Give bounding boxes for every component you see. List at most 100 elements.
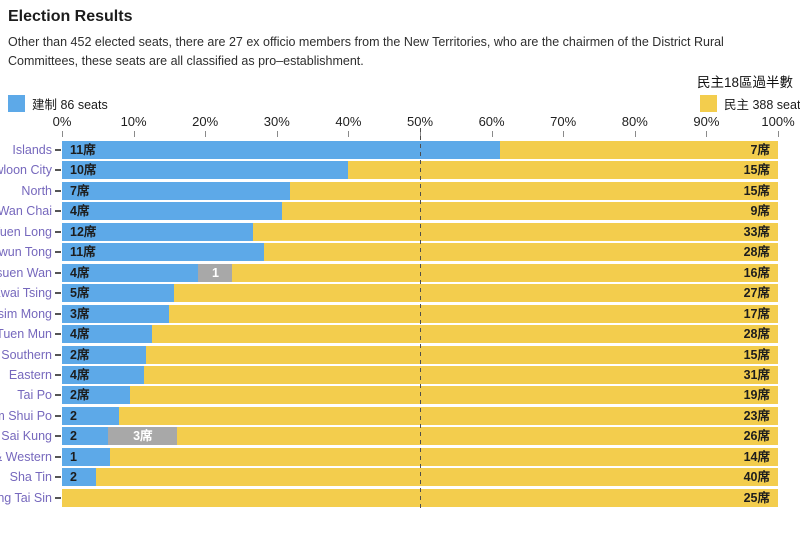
row-label-district: Eastern bbox=[8, 367, 52, 382]
stacked-bar: 12席 33席 bbox=[62, 222, 778, 241]
bar-segment-pro-democracy[interactable]: 33席 bbox=[252, 222, 778, 241]
bar-value-label: 4席 bbox=[70, 327, 90, 342]
axis-tick-label: 40% bbox=[335, 114, 362, 129]
stacked-bar: 3席 17席 bbox=[62, 304, 778, 323]
table-row: Wan Chai 4席 9席 bbox=[0, 202, 800, 221]
row-label-district: Southern bbox=[1, 347, 52, 362]
bar-segment-pro-establishment[interactable]: 7席 bbox=[62, 181, 290, 200]
axis-tick-mark bbox=[205, 131, 207, 137]
row-tick-dash bbox=[55, 496, 61, 499]
bar-segment-pro-democracy[interactable]: 16席 bbox=[232, 263, 778, 282]
bar-segment-pro-democracy[interactable]: 15席 bbox=[289, 181, 778, 200]
table-row: Islands 11席 7席 bbox=[0, 141, 800, 159]
axis-tick-mark bbox=[491, 131, 493, 137]
bar-segment-pro-establishment[interactable]: 10席 bbox=[62, 161, 349, 180]
bar-segment-pro-democracy[interactable]: 15席 bbox=[348, 161, 778, 180]
bar-segment-pro-democracy[interactable]: 15席 bbox=[146, 345, 778, 364]
bar-segment-pro-establishment[interactable]: 3席 bbox=[62, 304, 170, 323]
bar-value-label: 9席 bbox=[750, 204, 770, 219]
row-label-district: Kowloon City bbox=[0, 163, 52, 178]
row-label-clip: Kwun Tong bbox=[0, 243, 52, 261]
stacked-bar: 2 3席 26席 bbox=[62, 427, 778, 446]
table-row: Southern 2席 15席 bbox=[0, 345, 800, 364]
stacked-bar: 2席 19席 bbox=[62, 386, 778, 405]
axis-tick-mark bbox=[563, 131, 565, 137]
row-tick-dash bbox=[55, 271, 61, 274]
row-label-clip: Yau Tsim Mong bbox=[0, 305, 52, 323]
row-tick-dash bbox=[55, 149, 61, 151]
row-label-district: Wan Chai bbox=[0, 204, 52, 219]
row-label-district: Tai Po bbox=[17, 388, 52, 403]
row-label-clip: Sai Kung bbox=[0, 427, 52, 445]
bar-segment-pro-establishment[interactable]: 2席 bbox=[62, 345, 147, 364]
stacked-bar: 7席 15席 bbox=[62, 181, 778, 200]
bar-segment-pro-establishment[interactable]: 2席 bbox=[62, 386, 131, 405]
row-tick-dash bbox=[55, 333, 61, 336]
bar-segment-pro-democracy[interactable]: 31席 bbox=[143, 365, 778, 384]
bar-segment-pro-democracy[interactable]: 28席 bbox=[151, 325, 778, 344]
bar-value-label: 31席 bbox=[743, 367, 770, 382]
row-label-clip: Southern bbox=[0, 346, 52, 364]
bar-value-label: 2 bbox=[70, 470, 77, 485]
row-tick-dash bbox=[55, 435, 61, 438]
bar-segment-pro-establishment[interactable]: 4席 bbox=[62, 202, 283, 221]
bar-segment-pro-democracy[interactable]: 9席 bbox=[282, 202, 778, 221]
stacked-bar: 2 40席 bbox=[62, 468, 778, 487]
stacked-bar: 2 23席 bbox=[62, 406, 778, 425]
bar-segment-pro-democracy[interactable]: 40席 bbox=[96, 468, 778, 487]
bar-value-label: 5席 bbox=[70, 286, 90, 301]
bar-segment-pro-democracy[interactable]: 14席 bbox=[109, 447, 778, 466]
row-label-clip: Tai Po bbox=[0, 386, 52, 404]
bar-segment-others[interactable]: 1 bbox=[198, 263, 233, 282]
bar-segment-pro-establishment[interactable]: 11席 bbox=[62, 243, 264, 262]
bar-value-label: 27席 bbox=[743, 286, 770, 301]
bar-segment-pro-establishment[interactable]: 4席 bbox=[62, 263, 199, 282]
axis-tick-mark bbox=[133, 131, 135, 137]
bar-segment-pro-establishment[interactable]: 2 bbox=[62, 406, 120, 425]
bar-segment-pro-democracy[interactable]: 28席 bbox=[263, 243, 778, 262]
bar-segment-pro-democracy[interactable]: 7席 bbox=[499, 141, 778, 159]
bar-segment-others[interactable]: 3席 bbox=[108, 427, 178, 446]
table-row: Kwun Tong 11席 28席 bbox=[0, 243, 800, 262]
bar-value-label: 1 bbox=[70, 449, 77, 464]
bar-segment-pro-establishment[interactable]: 11席 bbox=[62, 141, 500, 159]
row-label-clip: Wan Chai bbox=[0, 202, 52, 220]
row-label-district: Yuen Long bbox=[0, 224, 52, 239]
row-label-clip: Eastern bbox=[0, 366, 52, 384]
bar-value-label: 28席 bbox=[743, 245, 770, 260]
bar-value-label: 7席 bbox=[70, 183, 90, 198]
axis-tick-label: 0% bbox=[52, 114, 72, 129]
row-tick-dash bbox=[55, 353, 61, 356]
row-label-clip: Wong Tai Sin bbox=[0, 489, 52, 507]
bar-segment-pro-democracy[interactable]: 23席 bbox=[119, 406, 778, 425]
axis-tick-label: 50% bbox=[406, 114, 434, 129]
table-row: Sai Kung 2 3席 26席 bbox=[0, 427, 800, 446]
bar-value-label: 3席 bbox=[70, 306, 90, 321]
bar-segment-pro-establishment[interactable]: 1 bbox=[62, 447, 110, 466]
bar-segment-pro-establishment[interactable]: 5席 bbox=[62, 284, 174, 303]
table-row: Tai Po 2席 19席 bbox=[0, 386, 800, 405]
axis-tick-label: 20% bbox=[192, 114, 219, 129]
bar-segment-pro-establishment[interactable]: 12席 bbox=[62, 222, 253, 241]
table-row: Kwai Tsing 5席 27席 bbox=[0, 284, 800, 303]
row-tick-dash bbox=[55, 230, 61, 233]
bar-segment-pro-democracy[interactable]: 26席 bbox=[177, 427, 778, 446]
stacked-bar: 2席 15席 bbox=[62, 345, 778, 364]
stacked-bar: 1 14席 bbox=[62, 447, 778, 466]
row-label-district: Wong Tai Sin bbox=[0, 490, 52, 505]
bar-segment-pro-democracy[interactable]: 27席 bbox=[173, 284, 778, 303]
bar-segment-pro-democracy[interactable]: 19席 bbox=[130, 386, 778, 405]
row-tick-dash bbox=[55, 312, 61, 315]
bar-segment-pro-establishment[interactable]: 2 bbox=[62, 468, 97, 487]
row-tick-dash bbox=[55, 169, 61, 172]
bar-segment-pro-establishment[interactable]: 2 bbox=[62, 427, 109, 446]
bar-segment-pro-establishment[interactable]: 4席 bbox=[62, 325, 152, 344]
legend-pro-establishment: 建制 86 seats bbox=[8, 94, 108, 112]
bar-segment-pro-establishment[interactable]: 4席 bbox=[62, 365, 144, 384]
bar-value-label: 40席 bbox=[743, 470, 770, 485]
bar-value-label: 2 bbox=[70, 429, 77, 444]
row-label-clip: Yuen Long bbox=[0, 223, 52, 241]
bar-segment-pro-democracy[interactable]: 17席 bbox=[169, 304, 778, 323]
bar-value-label: 17席 bbox=[743, 306, 770, 321]
stacked-bar: 11席 28席 bbox=[62, 243, 778, 262]
